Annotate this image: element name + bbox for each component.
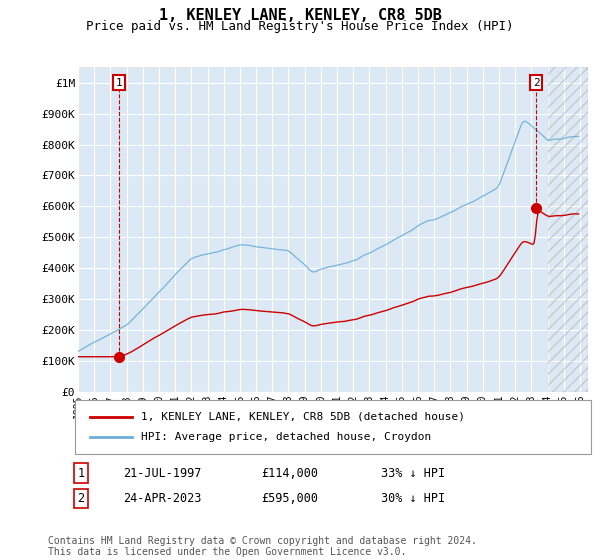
Text: 30% ↓ HPI: 30% ↓ HPI <box>381 492 445 505</box>
Text: 1: 1 <box>116 78 122 88</box>
Text: 1, KENLEY LANE, KENLEY, CR8 5DB (detached house): 1, KENLEY LANE, KENLEY, CR8 5DB (detache… <box>141 412 465 422</box>
Text: Price paid vs. HM Land Registry's House Price Index (HPI): Price paid vs. HM Land Registry's House … <box>86 20 514 32</box>
Text: 21-JUL-1997: 21-JUL-1997 <box>123 466 202 480</box>
Text: 2: 2 <box>77 492 85 505</box>
Text: 1: 1 <box>77 466 85 480</box>
Text: 24-APR-2023: 24-APR-2023 <box>123 492 202 505</box>
Text: 1, KENLEY LANE, KENLEY, CR8 5DB: 1, KENLEY LANE, KENLEY, CR8 5DB <box>158 8 442 24</box>
Text: HPI: Average price, detached house, Croydon: HPI: Average price, detached house, Croy… <box>141 432 431 442</box>
Text: 2: 2 <box>533 78 539 88</box>
Text: £595,000: £595,000 <box>261 492 318 505</box>
Text: £114,000: £114,000 <box>261 466 318 480</box>
Text: 33% ↓ HPI: 33% ↓ HPI <box>381 466 445 480</box>
Text: Contains HM Land Registry data © Crown copyright and database right 2024.
This d: Contains HM Land Registry data © Crown c… <box>48 535 477 557</box>
